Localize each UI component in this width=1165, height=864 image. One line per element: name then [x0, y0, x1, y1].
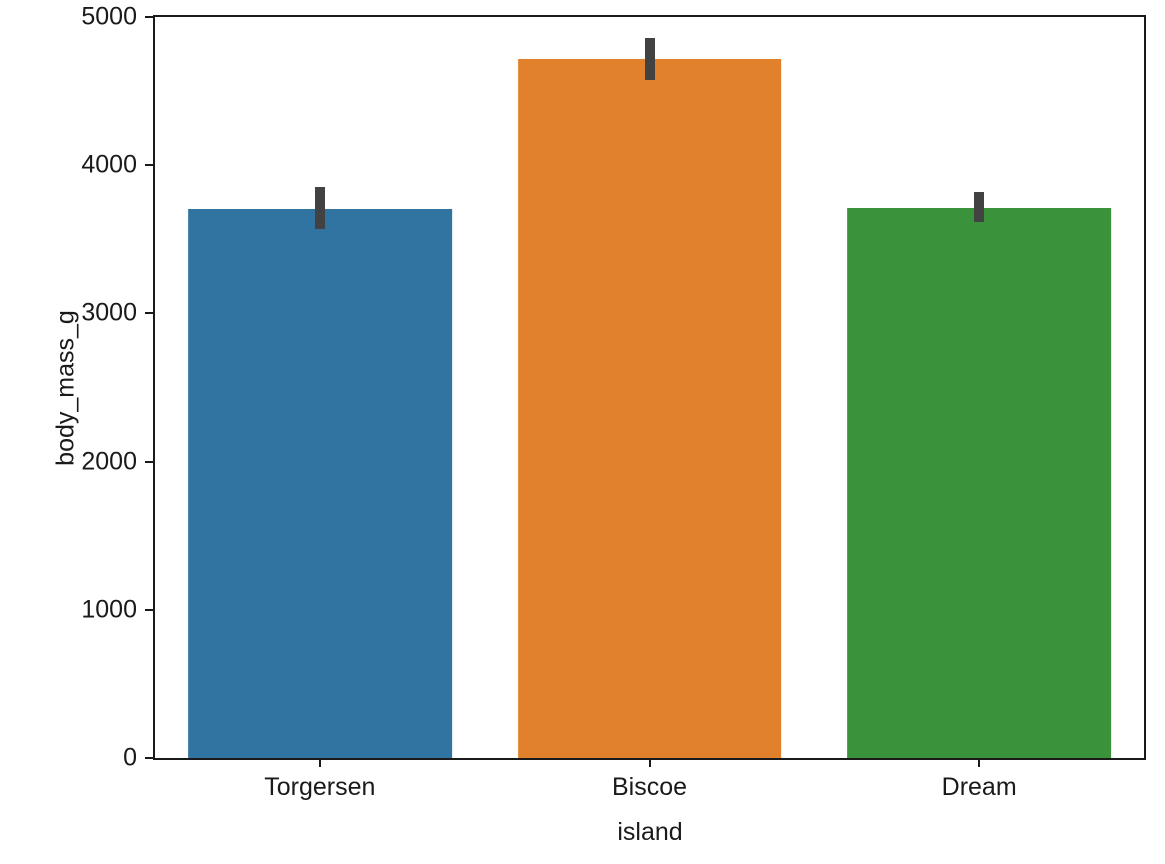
x-axis-label: island [617, 818, 683, 846]
bar-torgersen [187, 208, 452, 758]
error-bar-dream [974, 191, 985, 222]
y-tick-label: 4000 [81, 150, 137, 179]
y-tick-label: 2000 [81, 447, 137, 476]
y-tick-label: 3000 [81, 298, 137, 327]
plot-area: 0 1000 2000 3000 4000 5000 Torgersen Biscoe Drea… [81, 4, 1146, 801]
y-tick-label: 5000 [81, 2, 137, 31]
x-tick-label-torgersen: Torgersen [264, 773, 376, 801]
y-tick-mark [145, 757, 153, 759]
y-tick-mark [145, 312, 153, 315]
bar-biscoe [517, 59, 782, 758]
y-axis-label: body_mass_g [51, 310, 80, 466]
x-tick-label-biscoe: Biscoe [611, 773, 688, 801]
y-tick-mark [145, 608, 153, 611]
y-tick-mark [145, 460, 153, 463]
y-tick-label: 1000 [81, 595, 137, 624]
y-tick-mark [145, 164, 153, 167]
x-tick-mark [978, 758, 981, 767]
x-tick-label-dream: Dream [941, 773, 1017, 801]
bar-dream [847, 207, 1112, 758]
x-tick-mark [648, 758, 651, 767]
y-tick-mark [145, 16, 153, 18]
y-tick-label: 0 [123, 743, 137, 772]
error-bar-torgersen [314, 186, 325, 229]
x-tick-mark [318, 758, 321, 767]
error-bar-biscoe [644, 37, 655, 80]
